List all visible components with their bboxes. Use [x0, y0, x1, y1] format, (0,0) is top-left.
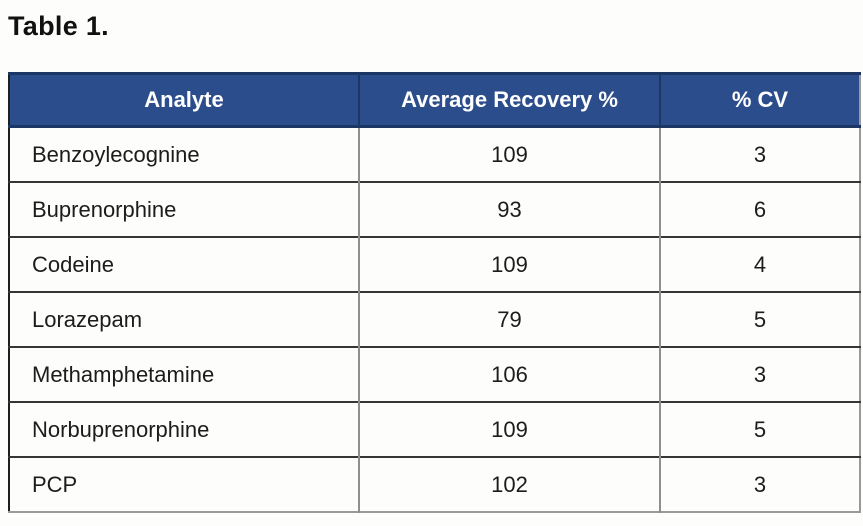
table-row: Codeine 109 4	[9, 236, 860, 292]
table-row: Norbuprenorphine 109 5	[9, 401, 860, 457]
cell-cv: 5	[659, 401, 860, 457]
column-header-average-recovery: Average Recovery %	[358, 72, 660, 128]
table-caption: Table 1.	[8, 11, 109, 41]
cell-recovery: 109	[358, 125, 660, 182]
table-row: PCP 102 3	[9, 456, 860, 512]
cell-analyte: Benzoylecognine	[9, 125, 359, 182]
cell-analyte: Norbuprenorphine	[9, 401, 359, 457]
cell-recovery: 109	[358, 401, 660, 457]
table-row: Lorazepam 79 5	[9, 291, 860, 347]
table-row: Methamphetamine 106 3	[9, 346, 860, 402]
cell-recovery: 109	[358, 236, 660, 292]
table-row: Benzoylecognine 109 3	[9, 125, 860, 182]
cell-cv: 5	[659, 291, 860, 347]
cell-analyte: Lorazepam	[9, 291, 359, 347]
cell-recovery: 106	[358, 346, 660, 402]
column-header-analyte: Analyte	[9, 72, 359, 128]
cell-cv: 3	[659, 346, 860, 402]
cell-recovery: 102	[358, 456, 660, 512]
cell-analyte: Methamphetamine	[9, 346, 359, 402]
analyte-recovery-table: Analyte Average Recovery % % CV Benzoyle…	[8, 72, 861, 513]
cell-analyte: Codeine	[9, 236, 359, 292]
cell-cv: 3	[659, 456, 860, 512]
cell-cv: 3	[659, 125, 860, 182]
header-row: Analyte Average Recovery % % CV	[9, 72, 860, 128]
column-header-cv: % CV	[659, 72, 860, 128]
table-row: Buprenorphine 93 6	[9, 181, 860, 237]
cell-analyte: PCP	[9, 456, 359, 512]
cell-recovery: 79	[358, 291, 660, 347]
cell-recovery: 93	[358, 181, 660, 237]
cell-analyte: Buprenorphine	[9, 181, 359, 237]
cell-cv: 4	[659, 236, 860, 292]
cell-cv: 6	[659, 181, 860, 237]
